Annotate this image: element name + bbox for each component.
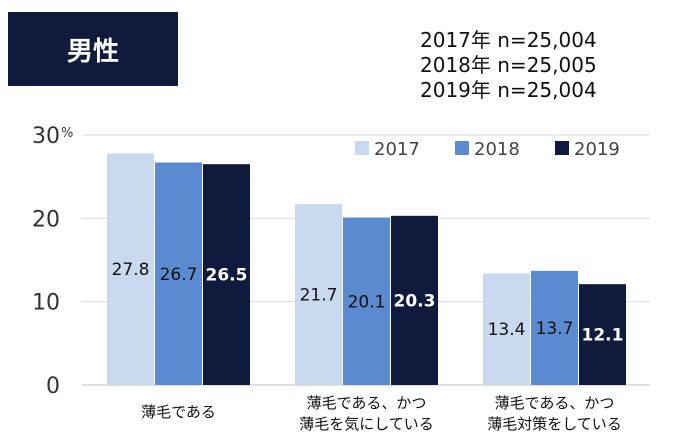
bar-2017-2 bbox=[483, 273, 530, 385]
data-label-2018-0: 26.7 bbox=[160, 265, 198, 285]
bar-2019-2 bbox=[579, 284, 626, 385]
bar-2017-0 bbox=[107, 153, 154, 385]
y-tick-label: 0 bbox=[46, 374, 60, 399]
data-label-2019-0: 26.5 bbox=[206, 266, 248, 286]
category-label: 薄毛である bbox=[141, 403, 216, 421]
legend-swatch-2017 bbox=[355, 141, 369, 155]
category-label: 薄毛対策をしている bbox=[487, 415, 622, 433]
sample-size-2019: 2019年 n=25,004 bbox=[420, 78, 597, 102]
y-unit-label: % bbox=[61, 126, 73, 141]
data-label-2019-1: 20.3 bbox=[394, 291, 436, 311]
bar-2018-2 bbox=[531, 270, 578, 385]
bar-2019-0 bbox=[203, 164, 250, 385]
gender-badge: 男性 bbox=[8, 12, 178, 86]
data-label-2017-2: 13.4 bbox=[488, 320, 526, 340]
data-label-2019-2: 12.1 bbox=[582, 326, 624, 346]
badge-label: 男性 bbox=[66, 36, 119, 67]
bar-2019-1 bbox=[391, 215, 438, 385]
legend-label-2019: 2019 bbox=[574, 139, 620, 160]
y-tick-label: 30 bbox=[32, 124, 60, 149]
y-tick-label: 20 bbox=[32, 207, 60, 232]
data-label-2018-1: 20.1 bbox=[348, 292, 386, 312]
bar-2018-1 bbox=[343, 217, 390, 385]
data-label-2017-0: 27.8 bbox=[112, 260, 150, 280]
legend-label-2017: 2017 bbox=[374, 139, 420, 160]
y-tick-label: 10 bbox=[32, 291, 60, 316]
category-label: 薄毛である、かつ bbox=[495, 394, 615, 412]
bar-2018-0 bbox=[155, 162, 202, 385]
sample-size-2018: 2018年 n=25,005 bbox=[420, 53, 597, 77]
sample-size-2017: 2017年 n=25,004 bbox=[420, 28, 597, 52]
legend-label-2018: 2018 bbox=[474, 139, 520, 160]
bar-2017-1 bbox=[295, 204, 342, 385]
category-label: 薄毛を気にしている bbox=[299, 415, 434, 433]
category-label: 薄毛である、かつ bbox=[307, 394, 427, 412]
data-label-2018-2: 13.7 bbox=[536, 319, 574, 339]
sample-size-list: 2017年 n=25,004 2018年 n=25,005 2019年 n=25… bbox=[420, 28, 597, 103]
data-label-2017-1: 21.7 bbox=[300, 286, 338, 306]
legend-swatch-2019 bbox=[555, 141, 569, 155]
legend-swatch-2018 bbox=[455, 141, 469, 155]
